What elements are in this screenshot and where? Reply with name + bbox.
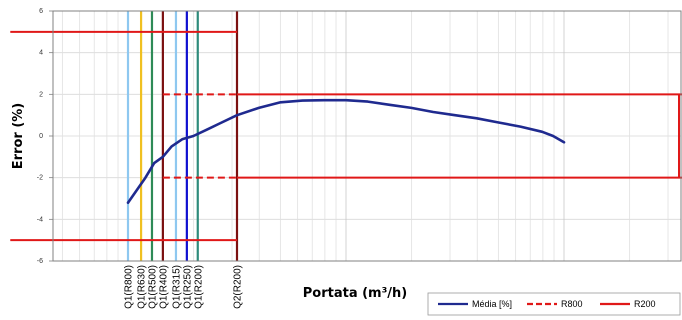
vertical-markers xyxy=(126,11,239,261)
vertical-line-label: Q1(R400) xyxy=(158,265,169,309)
vertical-line-label: Q1(R200) xyxy=(193,265,204,309)
y-tick-label: -4 xyxy=(37,216,43,223)
vertical-line-label: Q1(R250) xyxy=(182,265,193,309)
vertical-line-label: Q1(R630) xyxy=(137,265,148,309)
y-tick-label: 4 xyxy=(39,50,43,57)
y-ticks: -6 -4 -2 0 2 4 6 xyxy=(37,8,53,265)
vertical-line-label: Q1(R315) xyxy=(171,265,182,309)
x-axis-label: Portata (m³/h) xyxy=(303,286,408,301)
mean-curve xyxy=(126,98,566,204)
legend-label: Média [%] xyxy=(472,299,512,309)
vertical-marker-labels: Q1(R800) Q1(R630) Q1(R500) Q1(R400) Q1(R315)… xyxy=(124,265,244,309)
plot-frame xyxy=(52,10,682,262)
y-tick-label: 0 xyxy=(39,133,43,140)
y-tick-label: 6 xyxy=(39,8,43,15)
y-tick-label: -6 xyxy=(37,258,43,265)
y-axis-label: Error (%) xyxy=(11,103,26,169)
grid xyxy=(53,10,681,262)
y-tick-label: 2 xyxy=(39,91,43,98)
series-line-media xyxy=(126,98,566,204)
legend: Média [%] R800 R200 xyxy=(427,292,681,316)
legend-label: R800 xyxy=(561,299,583,309)
limit-lines xyxy=(10,30,682,242)
vertical-line-label: Q2(R200) xyxy=(233,265,244,309)
vertical-line-label: Q1(R500) xyxy=(147,265,158,309)
vertical-line-label: Q1(R800) xyxy=(124,265,135,309)
y-tick-label: -2 xyxy=(37,175,43,182)
legend-label: R200 xyxy=(634,299,656,309)
